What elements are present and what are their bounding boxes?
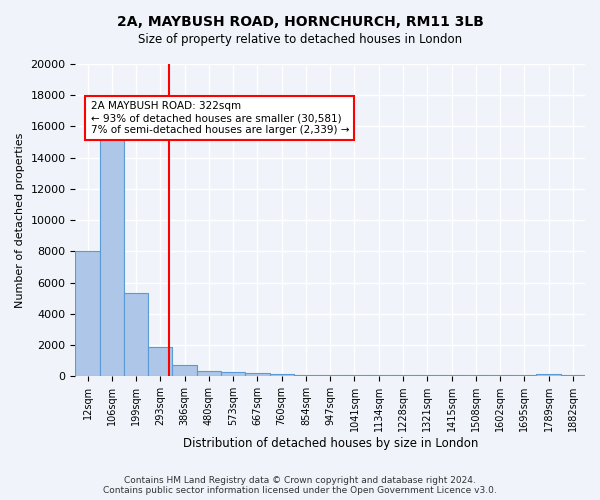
Bar (172, 366, 197, 376)
Bar (318, 375, 343, 376)
Bar (561, 375, 585, 376)
Bar (536, 374, 561, 376)
Text: 2A, MAYBUSH ROAD, HORNCHURCH, RM11 3LB: 2A, MAYBUSH ROAD, HORNCHURCH, RM11 3LB (116, 15, 484, 29)
Text: Size of property relative to detached houses in London: Size of property relative to detached ho… (138, 32, 462, 46)
Bar (512, 374, 536, 376)
Bar (221, 372, 245, 376)
Text: 2A MAYBUSH ROAD: 322sqm
← 93% of detached houses are smaller (30,581)
7% of semi: 2A MAYBUSH ROAD: 322sqm ← 93% of detache… (91, 102, 349, 134)
Bar (76, 250, 100, 376)
X-axis label: Distribution of detached houses by size in London: Distribution of detached houses by size … (182, 437, 478, 450)
Bar (100, 117, 124, 376)
Bar (245, 373, 269, 376)
Bar (148, 346, 172, 376)
Bar (269, 374, 294, 376)
Bar (343, 375, 367, 376)
Bar (294, 374, 318, 376)
Text: Contains HM Land Registry data © Crown copyright and database right 2024.
Contai: Contains HM Land Registry data © Crown c… (103, 476, 497, 495)
Y-axis label: Number of detached properties: Number of detached properties (15, 132, 25, 308)
Bar (197, 371, 221, 376)
Bar (124, 294, 148, 376)
